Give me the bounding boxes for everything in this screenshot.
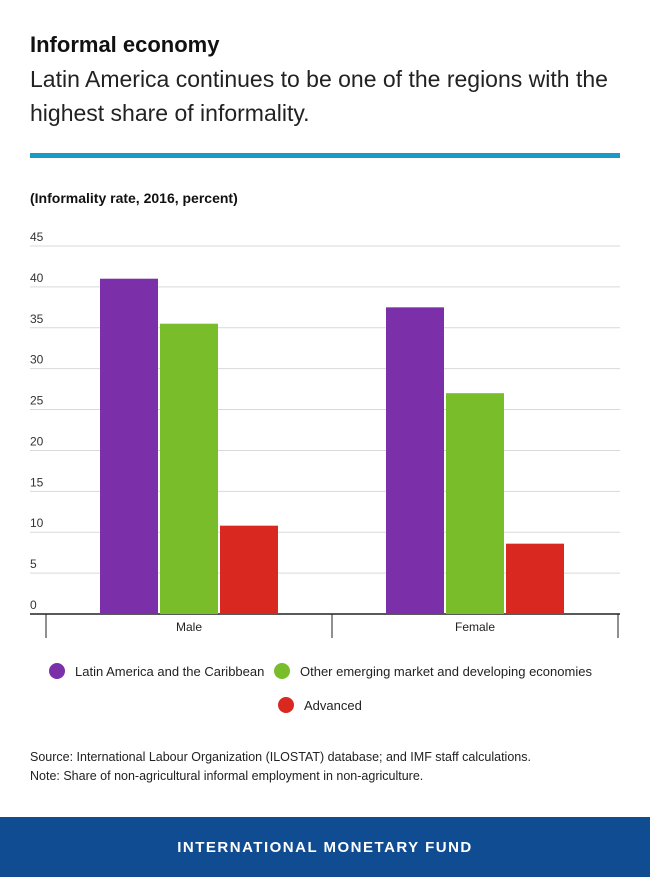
chart-title: Informal economy — [30, 32, 220, 57]
legend: Latin America and the Caribbean Other em… — [0, 660, 650, 720]
bar — [100, 278, 158, 614]
bar-chart: 0 5 10 15 20 25 30 35 40 45 Male Female — [30, 230, 620, 638]
footer-brand: INTERNATIONAL MONETARY FUND — [177, 838, 473, 856]
bar — [506, 543, 564, 614]
legend-swatch-latin-america — [49, 663, 65, 679]
legend-label-advanced: Advanced — [304, 697, 362, 713]
y-tick-label: 5 — [30, 557, 37, 571]
bar — [220, 525, 278, 614]
chart-subtitle: Latin America continues to be one of the… — [30, 66, 608, 126]
legend-swatch-other-emerging — [274, 663, 290, 679]
y-tick-label: 15 — [30, 475, 44, 489]
y-tick-label: 25 — [30, 394, 44, 408]
units-label: (Informality rate, 2016, percent) — [30, 190, 238, 206]
bar — [446, 393, 504, 614]
y-tick-label: 30 — [30, 353, 44, 367]
source-note: Source: International Labour Organizatio… — [30, 750, 531, 764]
legend-item-other-emerging: Other emerging market and developing eco… — [274, 663, 592, 679]
y-tick-label: 40 — [30, 271, 44, 285]
definition-note: Note: Share of non-agricultural informal… — [30, 769, 424, 783]
y-tick-label: 20 — [30, 434, 44, 448]
legend-label-other-emerging: Other emerging market and developing eco… — [300, 663, 592, 679]
legend-label-latin-america: Latin America and the Caribbean — [75, 663, 265, 679]
x-tick-label: Female — [455, 620, 495, 634]
y-tick-label: 45 — [30, 230, 44, 244]
y-tick-label: 35 — [30, 312, 44, 326]
bar — [386, 307, 444, 614]
legend-swatch-advanced — [278, 697, 294, 713]
chart-notes: Source: International Labour Organizatio… — [30, 748, 531, 786]
x-tick-label: Male — [176, 620, 202, 634]
bar — [160, 323, 218, 614]
legend-item-advanced: Advanced — [278, 697, 362, 713]
y-tick-label: 10 — [30, 516, 44, 530]
footer-bar: INTERNATIONAL MONETARY FUND — [0, 817, 650, 877]
legend-item-latin-america: Latin America and the Caribbean — [49, 663, 264, 679]
y-tick-label: 0 — [30, 598, 37, 612]
title-divider — [30, 153, 620, 158]
